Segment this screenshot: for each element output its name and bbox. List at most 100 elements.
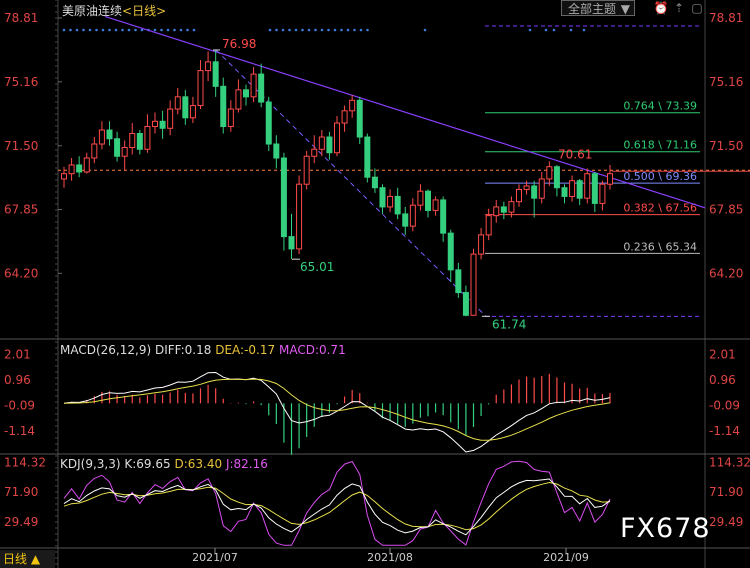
candle-body [553,166,560,189]
candle-body [425,190,431,211]
y-tick-label-right: 67.85 [709,203,743,217]
macd-header: MACD(26,12,9) DIFF:0.18 DEA:-0.17 MACD:0… [60,343,346,357]
signal-dot [160,28,163,32]
candle-body [508,201,515,213]
macd-value: MACD:0.71 [278,343,346,357]
candle-body [167,108,174,129]
fib-level-label: 0.618 \ 71.16 [623,139,697,152]
candle-body [387,195,394,208]
kdj-j-line [63,460,611,546]
candle-body [591,173,598,204]
signal-dot [173,28,176,32]
signal-dot [62,28,66,32]
alarm-icon[interactable]: ⏰ [653,1,669,15]
candle-body [144,126,151,150]
macd-name: MACD(26,12,9) [60,343,152,357]
signal-dot [314,28,317,32]
kdj-k-line [63,478,611,536]
candle-body [205,61,212,72]
signal-dot [346,28,350,32]
theme-label: 全部主题 [568,2,617,16]
x-tick-label: 2021/07 [192,551,238,564]
kdj-tick-right: 71.90 [709,485,743,499]
y-tick-label-right: 75.16 [709,75,743,89]
signal-dot [153,28,157,32]
kdj-tick-right: 29.49 [709,515,743,529]
candle-body [576,180,583,199]
candle-body [76,164,83,173]
macd-tick-right: 2.01 [709,347,736,361]
symbol-title: 美原油连续 [62,4,123,18]
candle-body [227,108,234,128]
candle-body [334,122,340,154]
candle-body [470,253,477,316]
candle-body [68,164,75,175]
candle-body [455,269,462,294]
period-toggle[interactable]: 日线 ▲ [0,550,55,568]
candle-body [538,178,545,199]
signal-dot [275,28,278,32]
y-tick-label-left: 78.81 [4,11,38,25]
candle-body [432,199,439,211]
candle-body [243,89,249,98]
signal-dot [108,28,111,32]
macd-diff: DIFF:0.18 [154,343,212,357]
candle-body [91,143,98,159]
chart-header: 美原油连续<日线> [62,2,166,19]
period-selector[interactable]: <日线> [122,4,167,18]
signal-dot [127,28,131,32]
kdj-tick-right: 114.32 [709,455,750,469]
macd-dea-line [63,378,611,441]
signal-dot [552,28,556,32]
candle-body [341,110,348,124]
candle-body [197,70,204,107]
candle-body [379,187,386,208]
macd-tick-right: -1.14 [709,424,740,438]
signal-dot [121,28,124,32]
theme-selector-button[interactable]: 全部主题 ▼ [561,0,635,16]
candle-body [265,101,272,145]
candle-body [478,234,485,255]
candle-body [599,183,606,204]
candle-body [296,183,303,250]
kdj-d-line [63,481,611,531]
kdj-k: K:69.65 [124,457,171,471]
signal-dot [114,28,118,32]
signal-dot [288,28,291,32]
signal-dot [569,28,573,32]
candle-body [561,187,568,197]
annotation-low: 61.74 [492,317,526,331]
fib-level-label: 0.500 \ 69.36 [623,170,697,183]
candle-body [417,190,424,206]
macd-tick-left: 2.01 [4,347,31,361]
kdj-tick-left: 29.49 [4,515,38,529]
maximize-icon[interactable]: ▢ [691,1,703,15]
signal-dot [101,28,105,32]
signal-dot [528,28,532,32]
candle-body [114,138,121,157]
candle-body [607,173,613,185]
annotation-low: 65.01 [300,260,334,274]
candle-body [303,155,310,185]
downtrend-line [104,15,706,209]
pin-icon[interactable]: ⇡ [673,1,685,15]
candle-body [485,215,492,236]
candle-body [129,133,136,149]
annotation-high: 76.98 [222,37,256,51]
candle-body [61,173,67,180]
candle-body [516,188,522,203]
signal-dot [140,28,144,32]
signal-dot [69,28,72,32]
candle-body [189,105,196,119]
macd-diff-line [63,371,611,453]
signal-dot [301,28,304,32]
candle-body [98,129,105,145]
signal-dot [192,28,196,32]
kdj-d: D:63.40 [174,457,223,471]
candle-body [152,120,158,128]
macd-tick-right: 0.96 [709,373,736,387]
candle-body [364,136,371,178]
fib-level-label: 0.764 \ 73.39 [623,100,697,113]
candle-body [288,236,295,250]
